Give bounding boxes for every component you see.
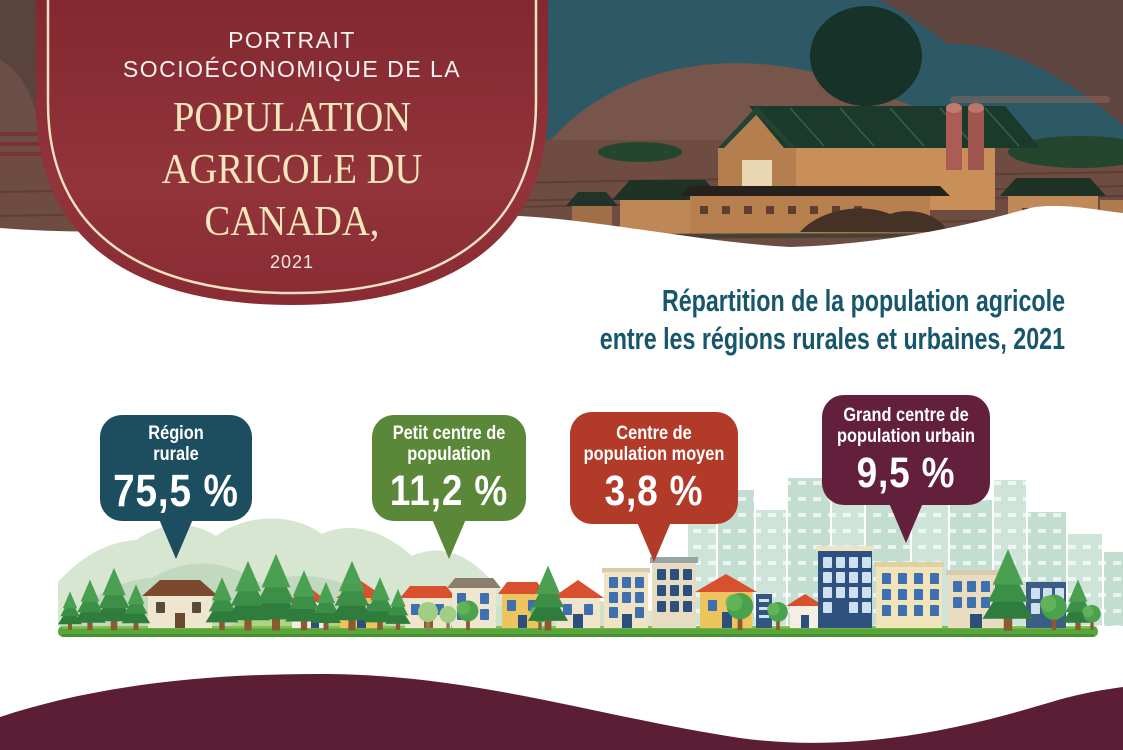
- badge-text: PORTRAIT SOCIOÉCONOMIQUE DE LA POPULATIO…: [36, 0, 548, 273]
- narrow-building: [756, 594, 772, 628]
- callout-label: Petit centre de: [392, 422, 506, 444]
- rural-to-urban-landscape-illustration: [58, 472, 1123, 637]
- callout-value: 3,8 %: [604, 466, 704, 515]
- title-badge: PORTRAIT SOCIOÉCONOMIQUE DE LA POPULATIO…: [36, 0, 548, 305]
- callout-medium-population-centre: Centre de population moyen 3,8 %: [570, 412, 738, 562]
- callout-large-urban-centre: Grand centre de population urbain 9,5 %: [822, 395, 990, 543]
- apartment-building: [650, 557, 698, 628]
- small-city-house: [786, 594, 824, 628]
- callout-content: Centre de population moyen 3,8 %: [583, 422, 725, 515]
- farmhouse: [142, 580, 218, 628]
- callout-content: Grand centre de population urbain 9,5 %: [834, 405, 978, 496]
- section-heading: Répartition de la population agricole en…: [570, 282, 1065, 358]
- speech-bubble-tail: [637, 522, 671, 562]
- badge-kicker-line2: SOCIOÉCONOMIQUE DE LA: [122, 56, 462, 82]
- callout-small-population-centre: Petit centre de population 11,2 %: [372, 415, 526, 559]
- silos: [946, 103, 984, 170]
- badge-title-line1: POPULATION: [172, 95, 412, 141]
- badge-title-line3: CANADA,: [204, 199, 380, 245]
- callout-label: Région: [148, 422, 204, 444]
- badge-shape: [36, 0, 548, 305]
- house: [552, 580, 604, 628]
- callout-label: Centre de: [616, 422, 692, 444]
- bottom-wave: [0, 673, 1123, 750]
- section-heading-line1: Répartition de la population agricole: [661, 283, 1065, 318]
- badge-title-line2: AGRICOLE DU: [161, 147, 423, 193]
- navy-tower: [816, 546, 874, 628]
- badge-title: POPULATION AGRICOLE DU CANADA,: [56, 92, 527, 248]
- barn: [718, 106, 1040, 210]
- badge-kicker-line1: PORTRAIT: [228, 27, 356, 53]
- section-heading-line2: entre les régions rurales et urbaines, 2…: [599, 321, 1065, 356]
- callout-value: 11,2 %: [389, 466, 509, 515]
- apartment-building: [602, 568, 650, 628]
- callout-label: Grand centre de: [843, 404, 969, 426]
- mound: [800, 208, 948, 232]
- callout-content: Région rurale 75,5 %: [111, 423, 242, 514]
- badge-year: 2021: [269, 252, 315, 272]
- speech-bubble-tail: [889, 503, 923, 543]
- cream-tower: [874, 562, 944, 628]
- speech-bubble-tail: [159, 519, 193, 559]
- callout-content: Petit centre de population 11,2 %: [383, 423, 515, 514]
- speech-bubble-tail: [432, 519, 466, 559]
- house: [498, 582, 546, 628]
- callout-rural-region: Région rurale 75,5 %: [100, 415, 252, 559]
- badge-border-line: [46, 0, 538, 295]
- farm-buildings: [229, 103, 1123, 241]
- callout-value: 9,5 %: [856, 448, 956, 497]
- callout-value: 75,5 %: [113, 464, 239, 516]
- footer-wave: [0, 673, 1123, 750]
